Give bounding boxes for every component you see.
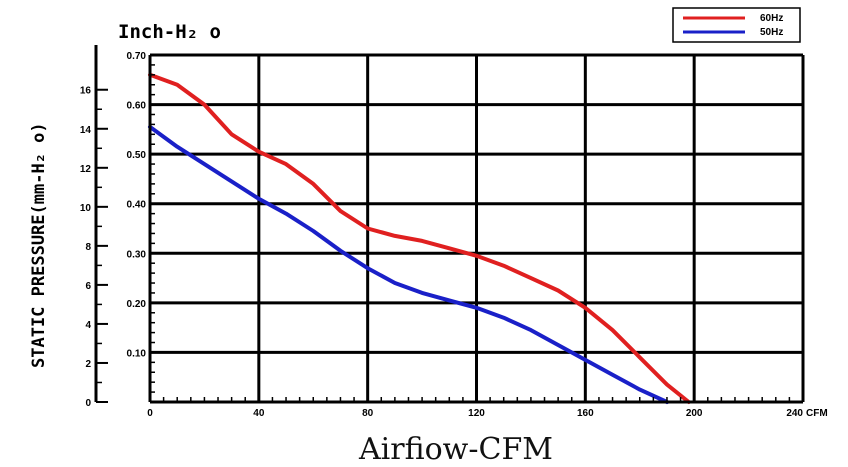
x-tick-label-80: 80 — [362, 408, 374, 419]
y-mm-tick-label-4: 4 — [85, 320, 91, 331]
y-mm-tick-label-16: 16 — [80, 86, 92, 97]
legend-label-60hz: 60Hz — [760, 13, 783, 24]
y-inch-tick-label-0.7: 0.70 — [127, 51, 147, 62]
y-mm-tick-label-2: 2 — [85, 359, 91, 370]
legend: 60Hz 50Hz — [672, 7, 801, 43]
grid — [150, 53, 805, 402]
y-mm-tick-label-8: 8 — [85, 242, 91, 253]
y-axis-label: STATIC PRESSURE(mm-H₂ o) — [29, 122, 49, 368]
series-lines — [148, 72, 691, 404]
x-axis-label: Airfiow-CFM — [358, 432, 553, 467]
unit-title: Inch-H₂ o — [118, 21, 221, 43]
x-unit-label: CFM — [806, 408, 828, 419]
y-mm-tick-label-6: 6 — [85, 281, 91, 292]
y-inch-tick-label-0.3: 0.30 — [127, 249, 147, 260]
y-inch-tick-label-0.1: 0.10 — [127, 348, 147, 359]
series-line-50hz — [148, 124, 669, 404]
y-inch-tick-label-0.4: 0.40 — [127, 200, 147, 211]
x-tick-label-240: 240 — [786, 408, 803, 419]
x-tick-label-120: 120 — [468, 408, 485, 419]
y-mm-tick-label-14: 14 — [80, 125, 92, 136]
series-line-60hz — [148, 72, 691, 404]
y-inch-tick-label-0.5: 0.50 — [127, 150, 147, 161]
axes — [94, 45, 804, 404]
x-tick-label-0: 0 — [147, 408, 153, 419]
tick-labels: 0 40 80 120 160 200 240 CFM0.100.200.300.400.50… — [80, 51, 828, 419]
y-mm-tick-label-12: 12 — [80, 164, 92, 175]
x-tick-label-160: 160 — [577, 408, 594, 419]
legend-label-50hz: 50Hz — [760, 27, 783, 38]
x-tick-label-40: 40 — [253, 408, 265, 419]
y-inch-tick-label-0.6: 0.60 — [127, 101, 147, 112]
x-tick-label-200: 200 — [686, 408, 703, 419]
y-mm-tick-label-10: 10 — [80, 203, 92, 214]
y-inch-tick-label-0.2: 0.20 — [127, 299, 147, 310]
y-mm-tick-label-0: 0 — [85, 398, 91, 409]
legend-box — [672, 7, 801, 43]
